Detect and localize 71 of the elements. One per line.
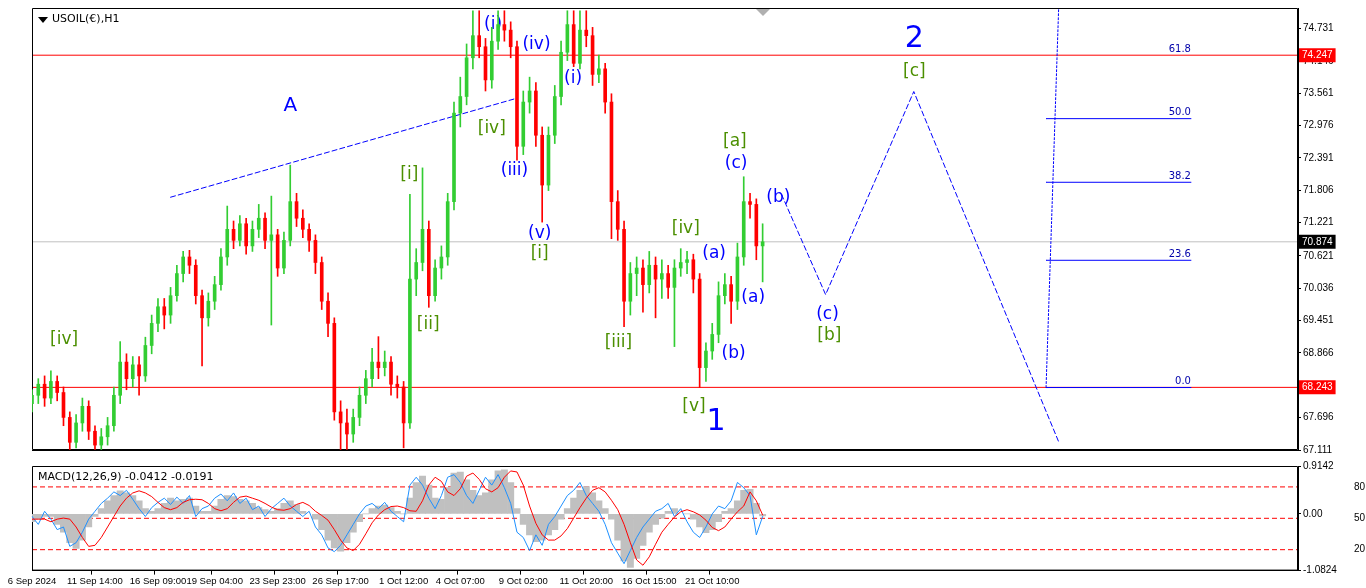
- x-tick-label: 4 Oct 07:00: [435, 574, 485, 586]
- y-tick-label: 71.221: [1303, 216, 1335, 228]
- annotation: [iii]: [604, 331, 633, 352]
- y-tick-label: 73.561: [1303, 86, 1335, 98]
- annotation: (a): [741, 285, 766, 306]
- annotation: [v]: [682, 394, 706, 415]
- candlestick: [678, 248, 683, 277]
- annotation: 1: [706, 401, 726, 437]
- y-tick-label: 67.696: [1303, 411, 1335, 423]
- x-tick-label: 11 Sep 14:00: [67, 574, 123, 586]
- ref-line-label: 70.874: [1302, 235, 1334, 247]
- chart-title: MACD(12,26,9) -0.0412 -0.0191: [38, 470, 214, 484]
- candlestick: [685, 251, 689, 274]
- annotation: [c]: [903, 60, 926, 81]
- y-tick-label: 68.866: [1303, 346, 1335, 358]
- candlestick: [597, 54, 601, 84]
- x-tick-label: 23 Sep 23:00: [249, 574, 306, 586]
- y-tick-label: 72.391: [1303, 151, 1335, 163]
- y-tick-label: 0.9142: [1303, 459, 1335, 471]
- annotation: 23.6: [1168, 247, 1191, 259]
- annotation: [i]: [530, 241, 549, 262]
- y2-tick-label: 80: [1354, 480, 1366, 492]
- y-tick-label: 71.806: [1303, 183, 1335, 195]
- x-tick-label: 19 Sep 04:00: [186, 574, 243, 586]
- x-tick-label: 16 Sep 09:00: [129, 574, 187, 586]
- y2-tick-label: 50: [1354, 512, 1366, 524]
- annotation: 50.0: [1168, 106, 1191, 118]
- y-tick-label: 0.00: [1303, 507, 1323, 519]
- annotation: [iv]: [671, 217, 700, 238]
- y-tick-label: 69.451: [1303, 314, 1335, 326]
- annotation: A: [283, 92, 298, 117]
- annotation: [iv]: [50, 327, 79, 348]
- annotation: [ii]: [416, 313, 440, 334]
- x-tick-label: 11 Oct 20:00: [559, 574, 614, 586]
- annotation: 61.8: [1168, 42, 1191, 54]
- x-tick-label: 26 Sep 17:00: [312, 574, 369, 586]
- annotation: (i): [564, 67, 583, 88]
- y2-tick-label: 20: [1354, 543, 1366, 555]
- y-tick-label: 70.036: [1303, 281, 1335, 293]
- chart-title: USOIL(€),H1: [52, 12, 120, 26]
- x-tick-label: 16 Oct 15:00: [622, 574, 677, 586]
- annotation: (c): [816, 303, 839, 324]
- annotation: (v): [528, 222, 552, 243]
- annotation: (iii): [500, 159, 529, 180]
- y-tick-label: 74.731: [1303, 22, 1335, 34]
- y-tick-label: -1.0824: [1303, 564, 1338, 576]
- y-tick-label: 70.621: [1303, 249, 1335, 261]
- ref-line-label: 68.243: [1302, 381, 1334, 393]
- x-tick-label: 21 Oct 10:00: [685, 574, 740, 586]
- y-tick-label: 67.111: [1303, 443, 1333, 455]
- annotation: (c): [724, 152, 748, 173]
- annotation: [iv]: [477, 117, 506, 138]
- annotation: (b): [766, 185, 791, 206]
- annotation: (b): [721, 342, 746, 363]
- annotation: 0.0: [1175, 374, 1191, 386]
- x-tick-label: 1 Oct 12:00: [379, 574, 429, 586]
- candlestick: [584, 10, 589, 48]
- ref-line-label: 74.247: [1302, 48, 1334, 60]
- candlestick: [660, 259, 664, 299]
- annotation: [b]: [817, 323, 842, 344]
- annotation: [a]: [723, 129, 747, 150]
- annotation: 2: [904, 19, 924, 55]
- annotation: (a): [702, 241, 726, 262]
- x-tick-label: 6 Sep 2024: [7, 574, 57, 586]
- candlestick: [382, 350, 387, 377]
- candlestick: [748, 193, 752, 219]
- annotation: 38.2: [1168, 169, 1191, 181]
- x-tick-label: 9 Oct 02:00: [498, 574, 548, 586]
- annotation: [i]: [400, 162, 419, 183]
- annotation: (iv): [522, 32, 551, 53]
- y-tick-label: 72.976: [1303, 119, 1335, 131]
